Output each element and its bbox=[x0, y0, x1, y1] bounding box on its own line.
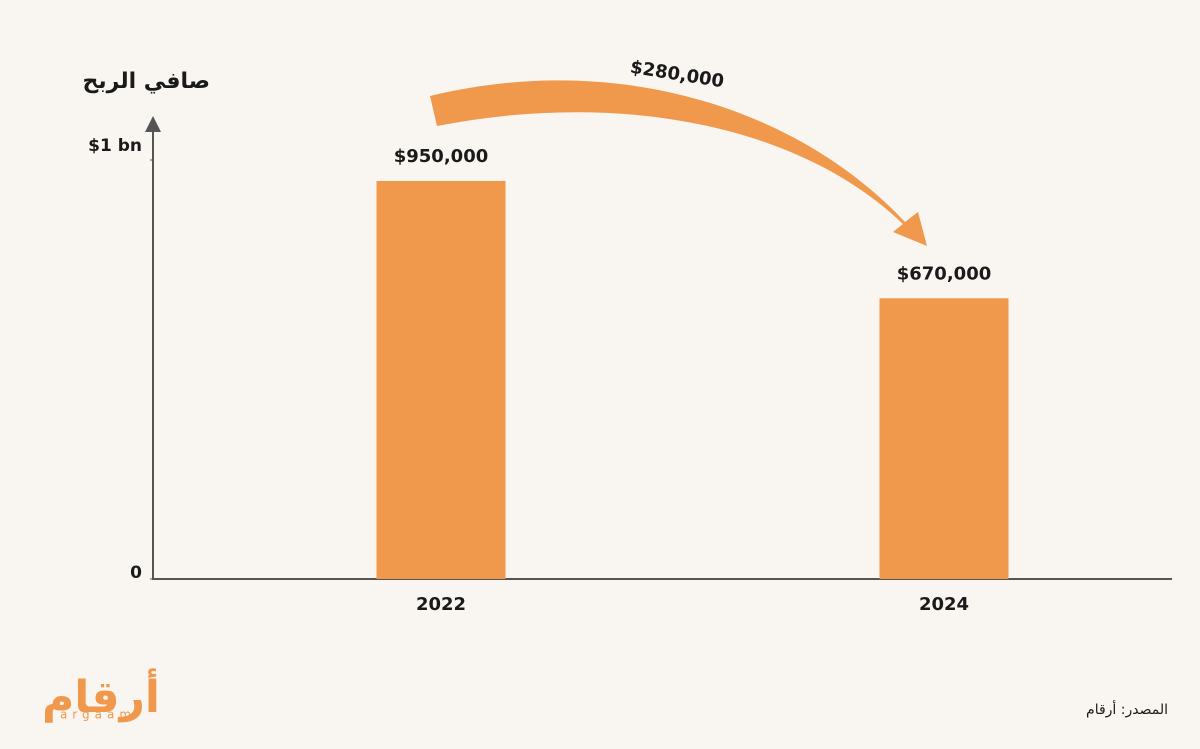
logo-latin: argaam bbox=[60, 708, 136, 722]
source: المصدر: أرقام bbox=[1086, 700, 1168, 718]
value-label: $950,000 bbox=[394, 146, 489, 167]
y-tick-label: 0 bbox=[130, 563, 142, 583]
y-axis-arrow bbox=[145, 116, 161, 132]
y-tick-label: $1 bn bbox=[88, 136, 142, 156]
y-axis-label: صافي الربح bbox=[83, 69, 210, 94]
x-tick-label: 2022 bbox=[416, 594, 466, 615]
bar bbox=[376, 180, 506, 579]
change-arrow bbox=[430, 80, 927, 246]
logo-arabic: أرقام bbox=[42, 668, 160, 723]
value-label: $670,000 bbox=[897, 263, 992, 284]
bar bbox=[879, 298, 1009, 579]
x-tick-label: 2024 bbox=[919, 594, 969, 615]
